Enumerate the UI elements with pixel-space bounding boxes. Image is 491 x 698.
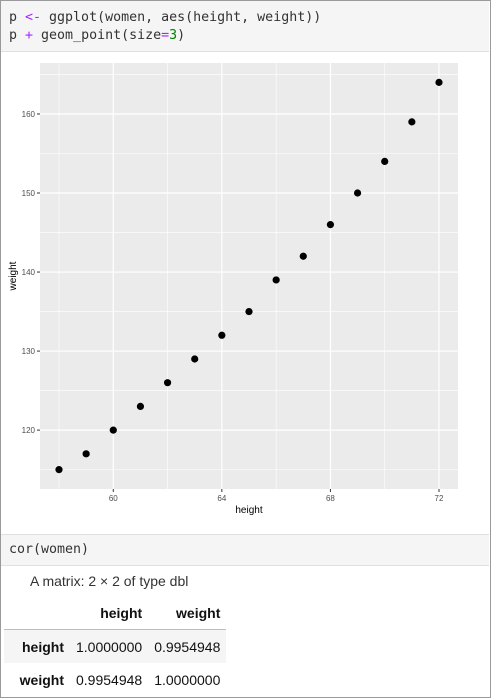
data-point — [245, 307, 253, 316]
x-tick-label: 60 — [109, 494, 118, 503]
data-point — [218, 331, 226, 339]
y-tick-label: 160 — [22, 110, 36, 119]
data-point — [353, 189, 362, 197]
y-axis-title: weight — [8, 261, 19, 291]
y-tick-label: 120 — [22, 426, 36, 435]
code-line-cor: cor(women) — [9, 542, 90, 557]
correlation-matrix: height weight height 1.0000000 0.9954948… — [4, 596, 227, 696]
code-token: geom_point(size — [33, 28, 162, 43]
data-point — [136, 402, 145, 411]
data-point — [435, 78, 443, 86]
matrix-cell: 0.9954948 — [76, 671, 143, 688]
plus-operator: + — [25, 28, 34, 43]
data-point — [381, 157, 389, 165]
x-tick-label: 64 — [217, 494, 226, 503]
code-token: p — [9, 28, 26, 43]
data-point — [191, 355, 199, 363]
assign-operator: <- — [25, 10, 42, 25]
y-tick-label: 130 — [22, 347, 36, 356]
matrix-col-height: height — [100, 604, 143, 621]
x-tick-label: 72 — [435, 494, 444, 503]
matrix-caption: A matrix: 2 × 2 of type dbl — [30, 573, 189, 589]
matrix-cell: 0.9954948 — [154, 638, 221, 655]
x-tick-label: 68 — [326, 494, 335, 503]
code-line-2: p + geom_point(size=3) — [9, 28, 185, 43]
y-tick-label: 150 — [22, 189, 36, 198]
matrix-row-label: height — [22, 638, 64, 655]
data-point — [272, 276, 280, 284]
x-axis-title: height — [235, 505, 262, 516]
code-token: p — [9, 10, 26, 25]
data-point — [82, 450, 90, 458]
scatter-plot: 60 64 68 72 120 130 140 150 160 height weight — [8, 63, 458, 516]
code-cell-plot[interactable]: p <- ggplot(women, aes(height, weight)) … — [1, 1, 489, 52]
y-tick-label: 140 — [22, 268, 36, 277]
matrix-row: height 1.0000000 0.9954948 — [4, 629, 227, 663]
matrix-col-weight: weight — [176, 604, 221, 621]
equals-operator: = — [161, 28, 170, 43]
matrix-corner — [4, 596, 70, 630]
data-point — [299, 252, 307, 260]
matrix-cell: 1.0000000 — [76, 638, 143, 655]
matrix-row: weight 0.9954948 1.0000000 — [4, 663, 226, 696]
number-literal: 3 — [169, 28, 178, 43]
plot-panel — [40, 63, 458, 489]
data-point — [109, 426, 117, 434]
matrix-row-label: weight — [19, 671, 64, 688]
data-point — [55, 466, 63, 474]
code-line-1: p <- ggplot(women, aes(height, weight)) — [9, 10, 321, 25]
code-token: ggplot(women, aes(height, weight)) — [41, 10, 322, 25]
plot-output: 60 64 68 72 120 130 140 150 160 height weight — [0, 52, 489, 522]
data-point — [163, 379, 172, 387]
data-point — [326, 221, 335, 229]
code-token: ) — [177, 28, 186, 43]
matrix-header-row: height weight — [4, 596, 227, 630]
matrix-cell: 1.0000000 — [154, 671, 221, 688]
code-cell-cor[interactable]: cor(women) — [1, 534, 489, 566]
data-point — [408, 118, 416, 126]
